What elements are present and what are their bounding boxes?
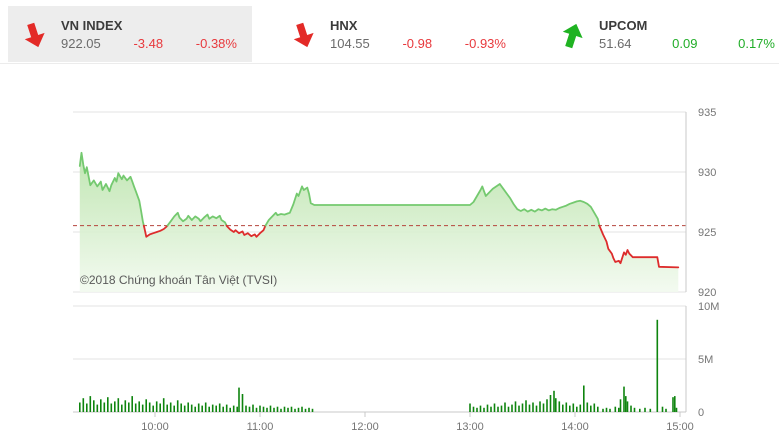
index-summary-bar: VN INDEX 922.05 -3.48 -0.38% HNX 104.55 …	[0, 0, 779, 64]
index-change-pct: 0.17%	[738, 35, 775, 51]
svg-text:920: 920	[698, 287, 716, 299]
index-info: VN INDEX 922.05 -3.48 -0.38%	[61, 19, 252, 50]
down-arrow-icon	[293, 22, 314, 47]
svg-text:935: 935	[698, 107, 716, 119]
volume-bars	[79, 319, 678, 412]
tab-upcom[interactable]: UPCOM 51.64 0.09 0.17%	[546, 6, 779, 62]
svg-text:5M: 5M	[698, 354, 713, 366]
index-name: HNX	[330, 17, 358, 33]
svg-text:925: 925	[698, 227, 716, 239]
copyright-watermark: ©2018 Chứng khoán Tân Việt (TVSI)	[80, 273, 277, 287]
index-numbers: 104.55 -0.98 -0.93%	[330, 37, 506, 50]
index-change-pct: -0.93%	[464, 35, 506, 51]
index-value: 51.64	[599, 35, 632, 51]
svg-text:13:00: 13:00	[456, 421, 484, 433]
up-arrow-icon	[562, 23, 583, 48]
index-info: UPCOM 51.64 0.09 0.17%	[599, 19, 779, 50]
index-numbers: 51.64 0.09 0.17%	[599, 37, 775, 50]
svg-text:930: 930	[698, 167, 716, 179]
index-name: UPCOM	[599, 17, 648, 33]
svg-text:10:00: 10:00	[141, 421, 169, 433]
price-area-fill	[79, 152, 679, 292]
time-axis: 10:00 11:00 12:00 13:00 14:00 15:00	[141, 412, 694, 433]
tab-hnx[interactable]: HNX 104.55 -0.98 -0.93%	[277, 6, 521, 62]
index-value: 922.05	[61, 35, 101, 51]
svg-text:12:00: 12:00	[351, 421, 379, 433]
price-line	[78, 151, 680, 269]
intraday-chart-panel: 920 925 930 935 0 5M 10M 10:00 11:00 12:00 13:00 14…	[0, 66, 779, 441]
svg-text:10M: 10M	[698, 301, 719, 313]
svg-text:0: 0	[698, 407, 704, 419]
svg-text:15:00: 15:00	[666, 421, 694, 433]
index-value: 104.55	[330, 35, 370, 51]
index-info: HNX 104.55 -0.98 -0.93%	[330, 19, 521, 50]
svg-text:14:00: 14:00	[561, 421, 589, 433]
index-name: VN INDEX	[61, 17, 123, 33]
index-change: 0.09	[672, 35, 698, 51]
svg-text:11:00: 11:00	[247, 421, 274, 433]
volume-grid: 0 5M 10M	[73, 301, 719, 419]
index-numbers: 922.05 -3.48 -0.38%	[61, 37, 237, 50]
down-arrow-icon	[24, 22, 45, 47]
price-volume-chart: 920 925 930 935 0 5M 10M 10:00 11:00 12:00 13:00 14…	[73, 107, 719, 433]
index-change: -3.48	[133, 35, 164, 51]
index-change-pct: -0.38%	[195, 35, 237, 51]
tab-vnindex[interactable]: VN INDEX 922.05 -3.48 -0.38%	[8, 6, 252, 62]
index-change: -0.98	[402, 35, 433, 51]
